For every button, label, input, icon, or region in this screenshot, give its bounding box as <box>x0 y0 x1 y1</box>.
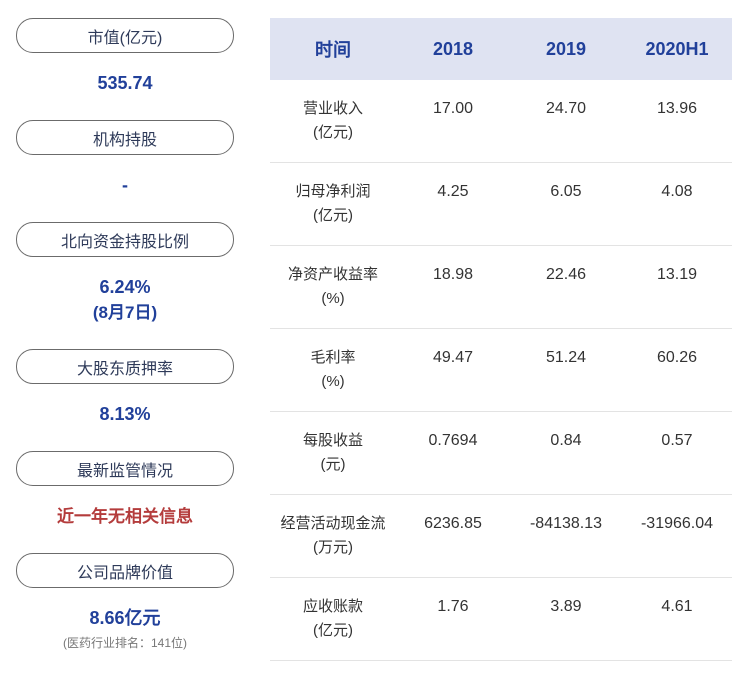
row-label: 归母净利润 (亿元) <box>270 163 396 245</box>
row-label-unit: (万元) <box>313 539 353 556</box>
metric-market-cap: 市值(亿元) 535.74 <box>16 18 234 96</box>
row-value-2018: 6236.85 <box>424 515 482 532</box>
metric-label-pill: 公司品牌价值 <box>16 553 234 588</box>
row-value-2020h1: 0.57 <box>661 432 693 449</box>
table-header-2018: 2018 <box>432 38 474 59</box>
row-value-2019: 6.05 <box>550 183 582 200</box>
row-value-2020h1: 60.26 <box>656 349 698 366</box>
metric-value: 535.74 <box>97 73 153 93</box>
row-label-unit: (元) <box>320 456 346 473</box>
row-label: 每股收益 (元) <box>270 412 396 494</box>
row-label-unit: (亿元) <box>313 207 353 224</box>
row-value-2020h1: 13.96 <box>656 100 698 117</box>
row-label-unit: (%) <box>321 373 345 390</box>
metric-value: 8.13% <box>99 404 151 424</box>
row-label-name: 每股收益 <box>302 432 363 449</box>
metric-label-pill: 机构持股 <box>16 120 234 155</box>
row-label-unit: (亿元) <box>313 622 353 639</box>
row-label-name: 净资产收益率 <box>287 266 378 283</box>
metric-institutional-holdings: 机构持股 - <box>16 120 234 198</box>
row-value-2018: 4.25 <box>437 183 469 200</box>
row-label: 营业收入 (亿元) <box>270 80 396 162</box>
table-row-roe: 净资产收益率 (%) 18.98 22.46 13.19 <box>270 246 732 329</box>
row-label-name: 毛利率 <box>310 349 356 366</box>
row-value-2019: -84138.13 <box>529 515 603 532</box>
table-row-eps: 每股收益 (元) 0.7694 0.84 0.57 <box>270 412 732 495</box>
row-label: 净资产收益率 (%) <box>270 246 396 328</box>
financials-table: 时间 2018 2019 2020H1 营业收入 (亿元) 17.00 24.7… <box>270 18 732 661</box>
row-value-2019: 24.70 <box>545 100 587 117</box>
metric-value-date: (8月7日) <box>92 303 158 322</box>
metrics-sidebar: 市值(亿元) 535.74 机构持股 - 北向资金持股比例 6.24% (8月7… <box>16 18 234 675</box>
row-value-2019: 3.89 <box>550 598 582 615</box>
table-row-net-profit: 归母净利润 (亿元) 4.25 6.05 4.08 <box>270 163 732 246</box>
metric-label-pill: 市值(亿元) <box>16 18 234 53</box>
row-value-2020h1: -31966.04 <box>640 515 714 532</box>
row-label-unit: (亿元) <box>313 124 353 141</box>
metric-label-pill: 大股东质押率 <box>16 349 234 384</box>
metric-value: 近一年无相关信息 <box>57 507 193 526</box>
table-header-2020h1: 2020H1 <box>645 38 709 59</box>
row-label-name: 营业收入 <box>302 100 363 117</box>
row-value-2019: 51.24 <box>545 349 587 366</box>
metric-label: 大股东质押率 <box>76 360 173 378</box>
metric-label: 北向资金持股比例 <box>60 233 189 251</box>
row-value-2019: 22.46 <box>545 266 587 283</box>
row-value-2020h1: 4.08 <box>661 183 693 200</box>
row-value-2018: 17.00 <box>432 100 474 117</box>
metric-northbound-holdings-ratio: 北向资金持股比例 6.24% (8月7日) <box>16 222 234 325</box>
row-value-2018: 1.76 <box>437 598 469 615</box>
row-label-name: 归母净利润 <box>295 183 371 200</box>
table-header-time: 时间 <box>315 40 351 60</box>
metric-major-shareholder-pledge-rate: 大股东质押率 8.13% <box>16 349 234 427</box>
table-row-revenue: 营业收入 (亿元) 17.00 24.70 13.96 <box>270 80 732 163</box>
metric-value-percent: 6.24% <box>99 277 151 297</box>
metric-label: 机构持股 <box>92 131 157 149</box>
row-label-name: 经营活动现金流 <box>280 515 386 532</box>
metric-label-pill: 最新监管情况 <box>16 451 234 486</box>
metric-label: 最新监管情况 <box>76 462 173 480</box>
table-header-row: 时间 2018 2019 2020H1 <box>270 18 732 80</box>
row-label: 毛利率 (%) <box>270 329 396 411</box>
table-row-gross-margin: 毛利率 (%) 49.47 51.24 60.26 <box>270 329 732 412</box>
row-label-unit: (%) <box>321 290 345 307</box>
table-row-operating-cash-flow: 经营活动现金流 (万元) 6236.85 -84138.13 -31966.04 <box>270 495 732 578</box>
row-value-2018: 0.7694 <box>428 432 478 449</box>
metric-brand-value: 公司品牌价值 8.66亿元 (医药行业排名：141位) <box>16 553 234 651</box>
row-value-2018: 18.98 <box>432 266 474 283</box>
metric-label-pill: 北向资金持股比例 <box>16 222 234 257</box>
row-value-2018: 49.47 <box>432 349 474 366</box>
table-row-accounts-receivable: 应收账款 (亿元) 1.76 3.89 4.61 <box>270 578 732 661</box>
metric-value-ranking: (医药行业排名：141位) <box>62 636 187 650</box>
metric-label: 市值(亿元) <box>87 29 163 47</box>
row-value-2020h1: 13.19 <box>656 266 698 283</box>
metric-latest-regulation: 最新监管情况 近一年无相关信息 <box>16 451 234 529</box>
metric-value: 8.66亿元 (医药行业排名：141位) <box>16 606 234 651</box>
row-label-name: 应收账款 <box>302 598 363 615</box>
row-label: 应收账款 (亿元) <box>270 578 396 660</box>
metric-value: - <box>122 175 128 195</box>
metric-label: 公司品牌价值 <box>76 564 173 582</box>
metric-value: 6.24% (8月7日) <box>16 275 234 325</box>
row-label: 经营活动现金流 (万元) <box>270 495 396 577</box>
row-value-2020h1: 4.61 <box>661 598 693 615</box>
table-header-2019: 2019 <box>545 38 587 59</box>
row-value-2019: 0.84 <box>550 432 582 449</box>
metric-value-amount: 8.66亿元 <box>89 608 161 628</box>
